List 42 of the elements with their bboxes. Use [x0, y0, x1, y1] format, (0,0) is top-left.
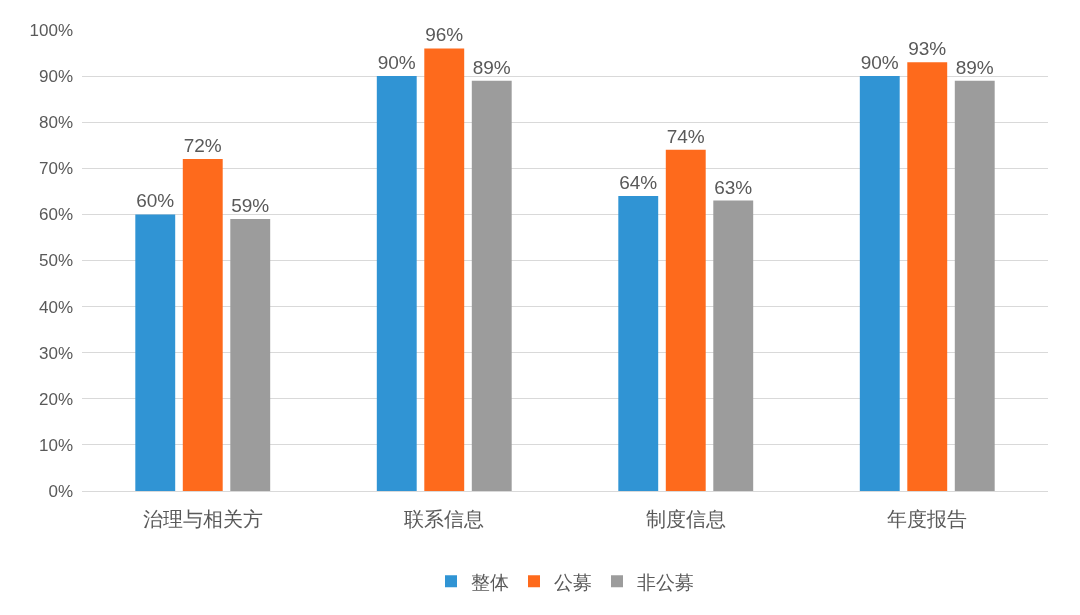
legend-label: 公募 — [554, 571, 592, 593]
y-tick-label: 50% — [38, 251, 73, 271]
y-tick-label: 30% — [38, 343, 73, 363]
x-tick-label: 年度报告 — [887, 508, 968, 531]
data-label: 74% — [666, 125, 705, 147]
data-label: 90% — [860, 52, 899, 74]
bar — [424, 48, 465, 491]
y-tick-label: 0% — [48, 481, 73, 501]
bar — [907, 62, 948, 491]
y-tick-label: 100% — [29, 20, 73, 40]
bar — [713, 200, 754, 491]
data-label: 60% — [136, 190, 175, 212]
y-tick-label: 20% — [38, 389, 73, 409]
bar — [230, 219, 271, 491]
data-label: 89% — [472, 56, 511, 78]
x-tick-label: 治理与相关方 — [142, 508, 263, 531]
legend-label: 整体 — [471, 571, 509, 593]
bar — [471, 80, 512, 491]
data-label: 59% — [231, 195, 270, 217]
bar — [618, 195, 659, 491]
data-label: 64% — [619, 171, 658, 193]
x-tick-label: 联系信息 — [404, 508, 485, 531]
x-tick-label: 制度信息 — [645, 508, 726, 531]
bar — [182, 159, 223, 491]
data-label: 96% — [425, 24, 464, 46]
data-label: 89% — [955, 56, 994, 78]
y-tick-label: 70% — [38, 159, 73, 179]
y-tick-label: 60% — [38, 205, 73, 225]
y-tick-label: 80% — [38, 113, 73, 133]
data-label: 72% — [183, 135, 222, 157]
data-label: 63% — [714, 176, 753, 198]
bar — [665, 149, 706, 491]
bar — [135, 214, 176, 491]
y-tick-label: 40% — [38, 297, 73, 317]
legend-label: 非公募 — [637, 571, 694, 593]
data-label: 93% — [908, 38, 947, 60]
bar — [859, 76, 900, 491]
y-tick-label: 10% — [38, 435, 73, 455]
bar — [954, 80, 995, 491]
data-label: 90% — [377, 52, 416, 74]
y-tick-label: 90% — [38, 67, 73, 87]
bar — [376, 76, 417, 491]
